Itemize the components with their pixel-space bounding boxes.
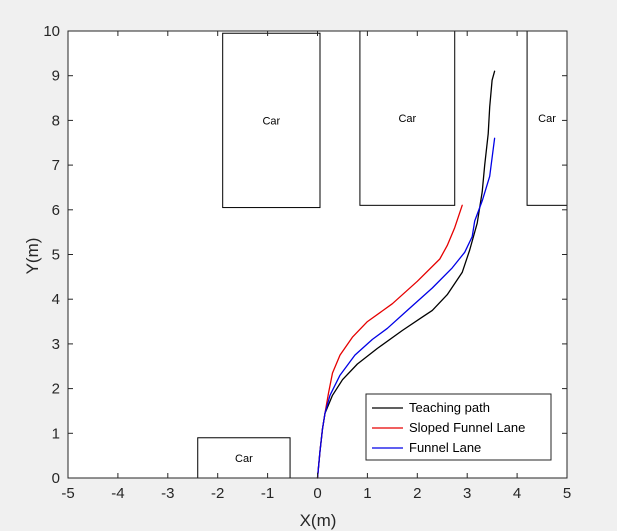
y-tick-label: 10: [43, 23, 60, 40]
legend: Teaching path Sloped Funnel Lane Funnel …: [365, 393, 552, 461]
x-tick-label: -2: [211, 485, 224, 502]
y-axis: 0 1 2 3 4 5 6 7 8 9 10: [43, 23, 567, 487]
x-tick-label: 1: [363, 485, 371, 502]
x-tick-label: -3: [161, 485, 174, 502]
x-tick-label: -4: [111, 485, 124, 502]
y-tick-label: 0: [52, 470, 60, 487]
obstacle-layer: Car Car Car Car: [197, 30, 568, 479]
car-obstacle-label-3: Car: [538, 113, 556, 125]
y-tick-label: 8: [52, 112, 60, 129]
x-tick-label: 4: [513, 485, 521, 502]
series-line-teaching-path: [316, 70, 496, 479]
car-obstacle-label-4: Car: [235, 453, 253, 465]
x-axis-label: X(m): [300, 511, 337, 530]
y-tick-label: 9: [52, 68, 60, 85]
series-line-funnel-lane: [316, 137, 496, 479]
x-tick-label: -1: [261, 485, 274, 502]
x-axis: -5 -4 -3 -2 -1 0 1 2 3 4 5: [61, 31, 571, 502]
x-tick-label: -5: [61, 485, 74, 502]
y-tick-label: 7: [52, 157, 60, 174]
y-axis-label: Y(m): [23, 238, 42, 275]
y-tick-label: 5: [52, 247, 60, 264]
y-tick-label: 1: [52, 425, 60, 442]
x-tick-label: 3: [463, 485, 471, 502]
y-tick-label: 3: [52, 336, 60, 353]
x-tick-label: 5: [563, 485, 571, 502]
car-obstacle-label-2: Car: [398, 113, 416, 125]
x-tick-label: 2: [413, 485, 421, 502]
legend-label-funnel-lane: Funnel Lane: [409, 440, 481, 455]
legend-box: [365, 393, 552, 461]
y-tick-label: 6: [52, 202, 60, 219]
series-layer: [316, 70, 496, 479]
y-tick-label: 2: [52, 381, 60, 398]
y-tick-label: 4: [52, 291, 60, 308]
car-obstacle-1: [222, 32, 321, 209]
legend-label-teaching-path: Teaching path: [409, 400, 490, 415]
legend-label-sloped-funnel-lane: Sloped Funnel Lane: [409, 420, 525, 435]
car-obstacle-label-1: Car: [262, 115, 280, 127]
x-tick-label: 0: [313, 485, 321, 502]
